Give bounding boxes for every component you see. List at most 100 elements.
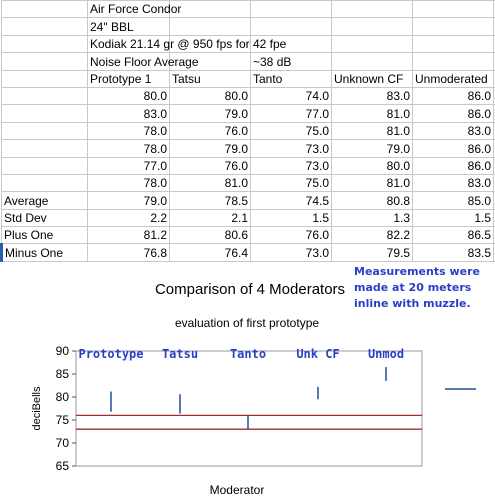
sheet-cell[interactable]: 80.0 xyxy=(169,86,251,106)
sheet-cell[interactable]: 74.0 xyxy=(250,86,332,106)
sheet-cell[interactable]: 79.0 xyxy=(331,139,413,158)
sheet-cell[interactable]: Kodiak 21.14 gr @ 950 fps for 42 fpe xyxy=(87,34,286,54)
sheet-cell[interactable] xyxy=(412,34,494,54)
annotation-note: Measurements were made at 20 meters inli… xyxy=(354,265,480,310)
stat-row: Std Dev 2.2 2.1 1.5 1.3 1.5 xyxy=(1,208,495,228)
sheet-cell[interactable]: 76.0 xyxy=(169,121,251,141)
sheet-cell[interactable]: 86.0 xyxy=(412,139,494,158)
sheet-cell[interactable]: 74.5 xyxy=(250,191,332,210)
sheet-cell[interactable]: 86.0 xyxy=(412,86,494,106)
sheet-cell[interactable] xyxy=(1,104,88,123)
sheet-cell[interactable]: 86.0 xyxy=(412,104,494,123)
sheet-cell[interactable]: 73.0 xyxy=(250,243,332,262)
sheet-cell[interactable]: 83.0 xyxy=(331,86,413,106)
sheet-cell[interactable]: 78.0 xyxy=(87,173,170,193)
sheet-cell[interactable]: 78.0 xyxy=(87,139,170,158)
sheet-cell[interactable]: 1.5 xyxy=(412,208,494,228)
sheet-cell[interactable]: Air Force Condor xyxy=(87,0,181,19)
sheet-cell[interactable] xyxy=(331,17,413,36)
chart-area[interactable]: Comparison of 4 Moderators evaluation of … xyxy=(0,262,495,501)
sheet-cell[interactable]: 81.0 xyxy=(331,121,413,141)
sheet-cell[interactable] xyxy=(331,34,413,54)
sheet-cell[interactable]: 1.5 xyxy=(250,208,332,228)
sheet-cell[interactable] xyxy=(1,173,88,193)
sheet-cell[interactable]: 82.2 xyxy=(331,226,413,245)
sheet-cell[interactable] xyxy=(412,17,494,36)
sheet-cell[interactable]: 78.0 xyxy=(87,121,170,141)
sheet-cell[interactable]: ~38 dB xyxy=(250,52,332,71)
sheet-cell[interactable]: Noise Floor Average xyxy=(87,52,199,71)
sheet-cell[interactable]: 81.0 xyxy=(331,173,413,193)
sheet-cell[interactable] xyxy=(1,86,88,106)
sheet-cell[interactable] xyxy=(412,52,494,71)
sheet-cell[interactable]: 73.0 xyxy=(250,156,332,175)
spreadsheet-grid: Air Force Condor 24" BBL Kodiak 21.14 gr @… xyxy=(0,0,495,262)
sheet-cell[interactable] xyxy=(1,69,88,88)
sheet-cell[interactable]: 79.0 xyxy=(169,104,251,123)
sheet-cell[interactable]: Std Dev xyxy=(1,208,88,228)
sheet-cell[interactable]: 81.0 xyxy=(331,104,413,123)
sheet-cell[interactable]: Prototype 1 xyxy=(87,69,170,88)
sheet-cell[interactable] xyxy=(169,17,251,36)
sheet-cell[interactable]: 76.0 xyxy=(250,226,332,245)
sheet-cell[interactable] xyxy=(1,121,88,141)
sheet-cell[interactable]: 83.0 xyxy=(412,173,494,193)
sheet-cell[interactable]: 2.1 xyxy=(169,208,251,228)
sheet-cell[interactable]: 83.0 xyxy=(412,121,494,141)
sheet-cell[interactable]: Average xyxy=(1,191,88,210)
sheet-cell[interactable]: Unknown CF xyxy=(331,69,413,88)
sheet-cell[interactable] xyxy=(250,17,332,36)
sheet-cell[interactable] xyxy=(1,34,88,54)
sheet-cell[interactable]: 78.5 xyxy=(169,191,251,210)
sheet-cell[interactable]: 80.6 xyxy=(169,226,251,245)
sheet-cell[interactable]: 86.0 xyxy=(412,156,494,175)
sheet-cell[interactable]: 76.4 xyxy=(169,243,251,262)
sheet-cell[interactable]: 80.8 xyxy=(331,191,413,210)
sheet-cell[interactable]: 73.0 xyxy=(250,139,332,158)
sheet-cell[interactable]: 80.0 xyxy=(87,86,170,106)
sheet-cell[interactable]: 85.0 xyxy=(412,191,494,210)
sheet-cell[interactable] xyxy=(1,17,88,36)
sheet-cell[interactable]: 75.0 xyxy=(250,121,332,141)
sheet-cell[interactable]: 77.0 xyxy=(250,104,332,123)
sheet-cell[interactable]: 75.0 xyxy=(250,173,332,193)
sheet-cell[interactable] xyxy=(1,0,88,19)
sheet-cell[interactable] xyxy=(493,243,495,262)
category-label: Prototype xyxy=(78,347,143,361)
y-tick-label: 75 xyxy=(56,413,70,427)
sheet-cell[interactable] xyxy=(1,156,88,175)
sheet-cell[interactable]: Tatsu xyxy=(169,69,251,88)
sheet-cell[interactable] xyxy=(412,0,494,19)
sheet-cell[interactable]: 1.3 xyxy=(331,208,413,228)
sheet-cell[interactable]: Tanto xyxy=(250,69,332,88)
sheet-cell[interactable] xyxy=(331,0,413,19)
sheet-cell[interactable]: 2.2 xyxy=(87,208,170,228)
sheet-cell[interactable]: 86.5 xyxy=(412,226,494,245)
sheet-cell[interactable] xyxy=(493,226,495,245)
y-tick-label: 85 xyxy=(56,367,70,381)
sheet-cell[interactable] xyxy=(250,0,332,19)
sheet-cell[interactable]: 83.5 xyxy=(412,243,494,262)
sheet-cell[interactable]: 79.5 xyxy=(331,243,413,262)
sheet-cell[interactable]: 24" BBL xyxy=(87,17,170,36)
chart-svg: Comparison of 4 Moderators evaluation of … xyxy=(31,281,476,497)
sheet-cell[interactable]: 81.2 xyxy=(87,226,170,245)
sheet-cell[interactable]: 79.0 xyxy=(169,139,251,158)
sheet-cell[interactable] xyxy=(1,139,88,158)
sheet-cell[interactable]: 83.0 xyxy=(87,104,170,123)
sheet-cell[interactable] xyxy=(331,52,413,71)
sheet-cell[interactable]: 76.8 xyxy=(87,243,170,262)
sheet-cell[interactable]: 79.0 xyxy=(87,191,170,210)
sheet-cell[interactable]: 76.0 xyxy=(169,156,251,175)
sheet-cell[interactable]: 81.0 xyxy=(169,173,251,193)
sheet-cell[interactable]: 80.0 xyxy=(331,156,413,175)
header-row: Noise Floor Average ~38 dB xyxy=(1,52,495,71)
sheet-cell[interactable]: Minus One xyxy=(0,243,88,262)
column-header-row: Prototype 1 Tatsu Tanto Unknown CF Unmoderat… xyxy=(1,69,495,88)
sheet-cell[interactable]: Unmoderated xyxy=(412,69,494,88)
sheet-cell[interactable]: Plus One xyxy=(1,226,88,245)
sheet-cell[interactable] xyxy=(1,52,88,71)
sheet-cell[interactable] xyxy=(169,0,251,19)
sheet-cell[interactable]: 77.0 xyxy=(87,156,170,175)
